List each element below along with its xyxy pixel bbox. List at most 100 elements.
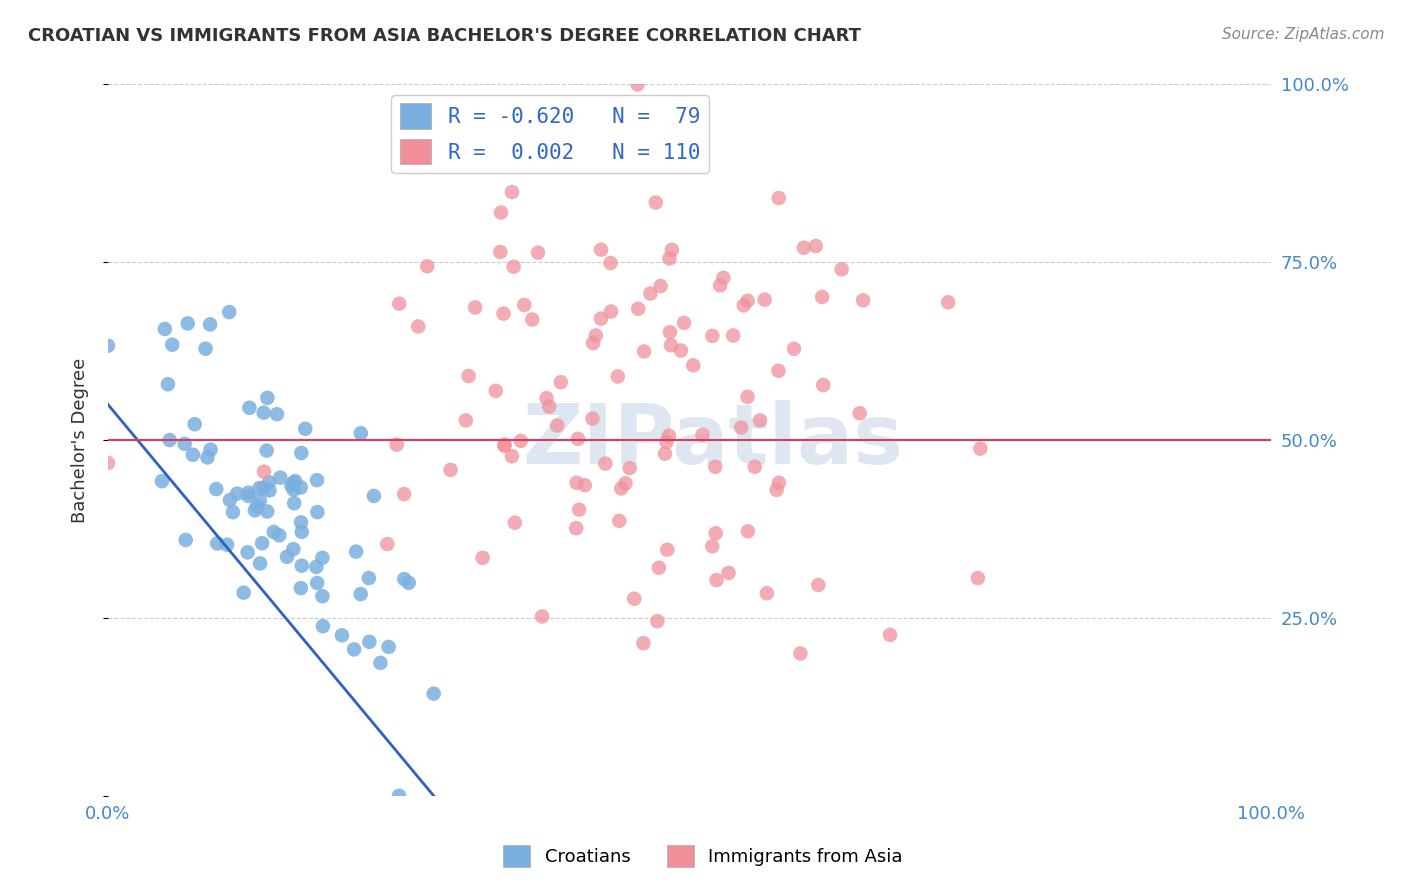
Point [311,550,333,565]
Point [290,581,312,595]
Point [654,447,676,461]
Point [692,427,714,442]
Point [200,442,222,457]
Point [249,481,271,495]
Point [222,505,245,519]
Point [256,443,278,458]
Point [768,364,790,378]
Point [657,542,679,557]
Text: Source: ZipAtlas.com: Source: ZipAtlas.com [1222,27,1385,42]
Point [173,437,195,451]
Point [600,304,623,318]
Point [388,296,411,310]
Point [363,489,385,503]
Point [494,439,516,453]
Point [591,243,613,257]
Point [489,205,512,219]
Point [284,474,307,488]
Legend: Croatians, Immigrants from Asia: Croatians, Immigrants from Asia [496,838,910,874]
Point [406,319,429,334]
Point [589,311,612,326]
Point [633,344,655,359]
Point [253,406,276,420]
Point [599,256,621,270]
Point [793,241,815,255]
Point [280,479,302,493]
Point [585,328,607,343]
Point [494,437,516,451]
Point [283,483,305,497]
Point [388,789,411,803]
Point [879,628,901,642]
Point [574,478,596,492]
Point [359,635,381,649]
Point [650,279,672,293]
Point [307,505,329,519]
Point [377,640,399,654]
Point [546,418,568,433]
Point [568,502,591,516]
Point [305,560,328,574]
Point [640,286,662,301]
Point [398,575,420,590]
Point [531,609,554,624]
Point [312,619,335,633]
Point [253,465,276,479]
Text: CROATIAN VS IMMIGRANTS FROM ASIA BACHELOR'S DEGREE CORRELATION CHART: CROATIAN VS IMMIGRANTS FROM ASIA BACHELO… [28,27,860,45]
Point [174,533,197,547]
Point [644,129,666,144]
Point [238,485,260,500]
Point [969,442,991,456]
Point [502,260,524,274]
Point [754,293,776,307]
Point [789,647,811,661]
Point [249,557,271,571]
Point [294,422,316,436]
Point [713,270,735,285]
Point [97,456,120,470]
Point [97,339,120,353]
Point [290,480,312,494]
Y-axis label: Bachelor's Degree: Bachelor's Degree [72,358,89,523]
Point [702,539,724,553]
Point [181,448,204,462]
Point [582,336,605,351]
Point [471,550,494,565]
Point [807,578,830,592]
Point [156,377,179,392]
Point [492,307,515,321]
Point [236,545,259,559]
Point [733,298,755,312]
Point [246,500,269,514]
Point [682,359,704,373]
Point [283,542,305,557]
Point [226,486,249,500]
Point [717,566,740,580]
Point [457,369,479,384]
Point [305,473,328,487]
Point [501,185,523,199]
Point [783,342,806,356]
Point [648,560,671,574]
Point [207,536,229,550]
Point [567,432,589,446]
Point [183,417,205,432]
Point [565,521,588,535]
Point [198,318,221,332]
Point [737,390,759,404]
Point [538,400,561,414]
Point [194,342,217,356]
Point [232,585,254,599]
Point [627,301,650,316]
Point [669,343,692,358]
Point [283,475,305,490]
Point [385,438,408,452]
Point [527,245,550,260]
Point [501,449,523,463]
Point [737,293,759,308]
Point [176,317,198,331]
Point [343,642,366,657]
Point [659,338,682,352]
Point [614,476,637,491]
Point [205,482,228,496]
